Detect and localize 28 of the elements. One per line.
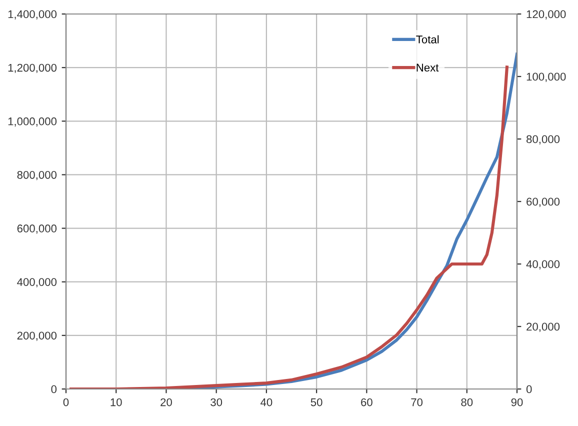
y2-tick-label: 60,000 — [526, 198, 560, 207]
x-tick-label: 70 — [411, 398, 423, 406]
y2-tick-label: 0 — [526, 385, 532, 394]
x-tick-label: 20 — [160, 398, 172, 406]
x-tick-label: 0 — [63, 398, 69, 406]
x-tick-label: 40 — [260, 398, 272, 406]
x-tick-label: 30 — [210, 398, 222, 406]
x-tick-label: 90 — [511, 398, 523, 406]
x-tick-label: 80 — [461, 398, 473, 406]
y-tick-label: 200,000 — [17, 332, 57, 341]
y-tick-label: 1,000,000 — [8, 117, 57, 127]
x-tick-label: 10 — [110, 398, 122, 406]
y2-tick-label: 20,000 — [526, 322, 560, 332]
legend-label: Total — [416, 35, 439, 44]
y2-tick-label: 100,000 — [526, 72, 566, 82]
line-series — [69, 66, 509, 389]
y-tick-label: 0 — [51, 385, 57, 394]
y2-tick-label: 80,000 — [526, 135, 560, 144]
x-tick-label: 50 — [310, 398, 322, 406]
y-tick-label: 800,000 — [17, 170, 57, 180]
y-tick-label: 400,000 — [17, 278, 57, 288]
y-tick-label: 1,400,000 — [8, 10, 57, 20]
y-tick-label: 600,000 — [17, 224, 57, 234]
x-tick-label: 60 — [361, 398, 372, 406]
y2-tick-label: 120,000 — [526, 10, 566, 20]
y2-tick-label: 40,000 — [526, 260, 560, 270]
y-tick-label: 1,200,000 — [8, 64, 57, 74]
legend-label: Next — [416, 64, 439, 72]
